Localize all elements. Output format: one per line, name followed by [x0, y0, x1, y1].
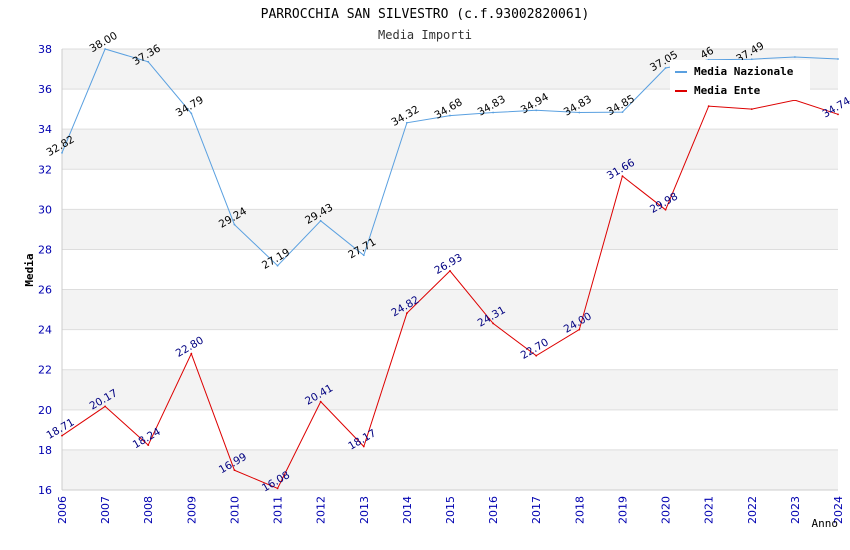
- x-tick-label: 2019: [616, 496, 629, 524]
- x-tick-label: 2012: [315, 496, 328, 524]
- y-axis-title: Media: [23, 253, 36, 286]
- data-point-media-ente: [233, 469, 236, 472]
- data-point-media-ente: [578, 328, 581, 331]
- grid-band: [62, 209, 838, 250]
- y-tick-label: 20: [38, 404, 52, 417]
- data-point-media-ente: [535, 354, 538, 357]
- y-tick-label: 26: [38, 284, 52, 297]
- data-point-media-nazionale: [233, 223, 236, 226]
- x-tick-label: 2014: [401, 496, 414, 524]
- x-tick-label: 2017: [530, 496, 543, 524]
- data-point-media-nazionale: [750, 58, 753, 61]
- data-point-media-nazionale: [793, 56, 796, 58]
- y-tick-label: 34: [38, 123, 52, 136]
- grid-bands: [62, 48, 838, 491]
- data-label-media-nazionale: 46: [698, 45, 716, 62]
- data-point-media-nazionale: [362, 254, 365, 257]
- data-point-media-nazionale: [578, 111, 581, 114]
- grid-band: [62, 409, 838, 450]
- x-tick-label: 2011: [272, 496, 285, 524]
- legend-box: [670, 60, 810, 100]
- x-tick-label: 2013: [358, 496, 371, 524]
- y-tick-label: 22: [38, 364, 52, 377]
- x-tick-label: 2006: [56, 496, 69, 524]
- data-point-media-nazionale: [837, 58, 839, 60]
- data-point-media-ente: [276, 487, 279, 490]
- data-point-media-nazionale: [319, 219, 322, 222]
- y-tick-label: 36: [38, 83, 52, 96]
- x-tick-label: 2007: [99, 496, 112, 524]
- data-point-media-nazionale: [104, 48, 107, 50]
- data-point-media-nazionale: [405, 121, 408, 124]
- data-point-media-ente: [362, 445, 365, 448]
- x-tick-label: 2024: [832, 496, 845, 524]
- data-point-media-ente: [750, 108, 753, 111]
- y-tick-label: 32: [38, 163, 52, 176]
- data-point-media-nazionale: [449, 114, 451, 117]
- legend-label-media-nazionale: Media Nazionale: [694, 65, 794, 78]
- x-tick-label: 2008: [142, 496, 155, 524]
- data-point-media-nazionale: [61, 151, 63, 154]
- data-point-media-nazionale: [276, 264, 279, 267]
- x-tick-label: 2023: [789, 496, 802, 524]
- data-point-media-nazionale: [535, 109, 538, 112]
- data-point-media-ente: [707, 105, 710, 108]
- data-point-media-ente: [61, 434, 63, 437]
- y-tick-label: 24: [38, 324, 52, 337]
- grid-band: [62, 129, 838, 170]
- data-point-media-ente: [104, 405, 107, 408]
- legend-label-media-ente: Media Ente: [694, 84, 761, 97]
- data-point-media-ente: [319, 400, 322, 403]
- y-tick-label: 30: [38, 203, 52, 216]
- grid-band: [62, 289, 838, 330]
- x-tick-label: 2020: [660, 496, 673, 524]
- data-point-media-nazionale: [492, 111, 495, 114]
- grid-band: [62, 369, 838, 410]
- data-point-media-ente: [190, 352, 193, 355]
- x-axis-title: Anno: [812, 517, 839, 530]
- x-tick-label: 2009: [185, 496, 198, 524]
- data-point-media-nazionale: [147, 60, 150, 63]
- legend: Media Nazionale Media Ente: [670, 60, 810, 100]
- x-tick-label: 2010: [228, 496, 241, 524]
- y-tick-label: 38: [38, 43, 52, 56]
- grid-band: [62, 329, 838, 370]
- grid-band: [62, 249, 838, 290]
- x-tick-label: 2016: [487, 496, 500, 524]
- axes: [61, 49, 838, 491]
- data-point-media-nazionale: [621, 111, 624, 114]
- x-tick-label: 2021: [703, 496, 716, 524]
- data-point-media-ente: [147, 444, 150, 446]
- y-tick-label: 16: [38, 484, 52, 497]
- x-tick-label: 2015: [444, 496, 457, 524]
- grid-band: [62, 169, 838, 210]
- y-tick-label: 18: [38, 444, 52, 457]
- data-point-media-nazionale: [190, 112, 193, 115]
- data-point-media-ente: [449, 270, 451, 272]
- data-point-media-ente: [837, 113, 839, 116]
- chart-title: PARROCCHIA SAN SILVESTRO (c.f.9300282006…: [261, 7, 590, 22]
- x-tick-label: 2022: [746, 496, 759, 524]
- data-point-media-ente: [664, 208, 667, 211]
- x-tick-label: 2018: [573, 496, 586, 524]
- y-tick-label: 28: [38, 243, 52, 256]
- chart-subtitle: Media Importi: [378, 28, 472, 42]
- grid-band: [62, 449, 838, 490]
- data-point-media-ente: [621, 175, 624, 177]
- data-point-media-nazionale: [664, 67, 667, 69]
- data-point-media-ente: [492, 322, 495, 325]
- data-point-media-ente: [405, 312, 408, 315]
